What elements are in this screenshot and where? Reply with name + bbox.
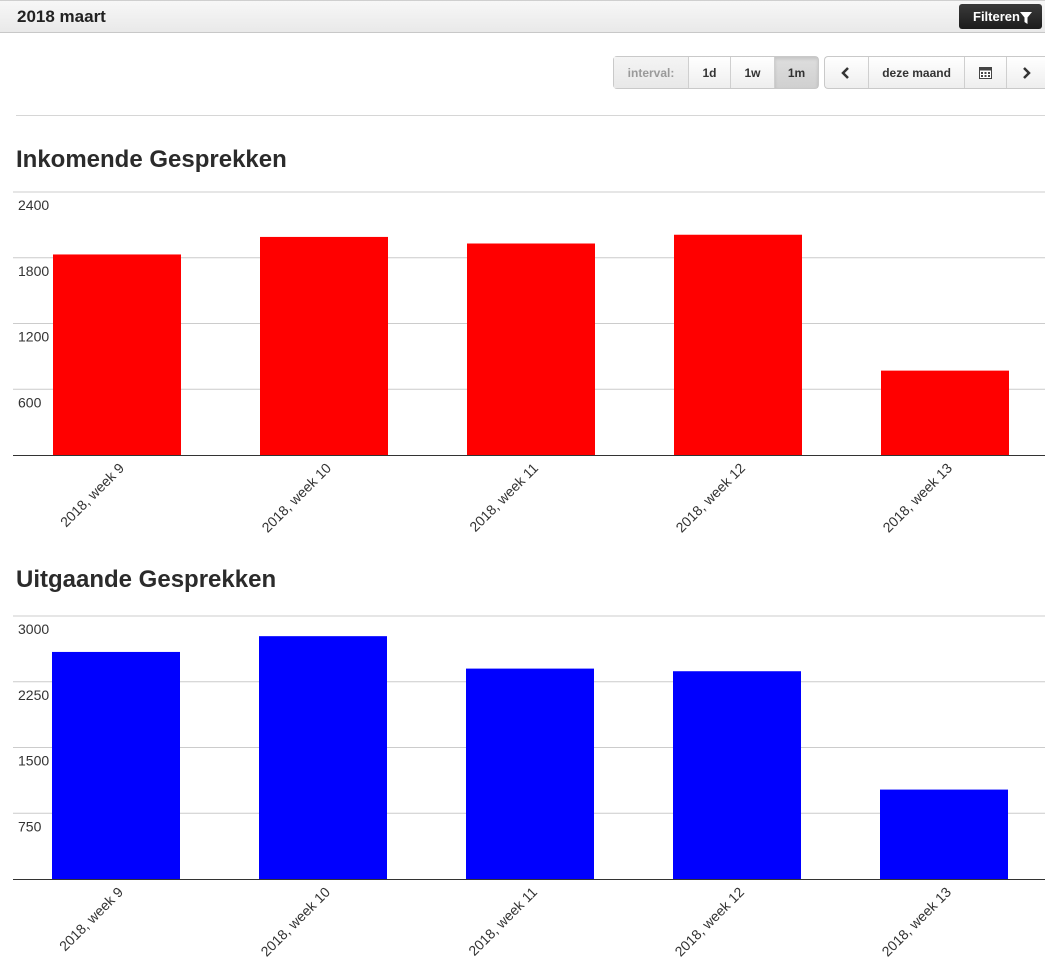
next-period-button[interactable] [1006, 57, 1045, 88]
y-tick-label: 1200 [18, 329, 49, 345]
interval-1m-button[interactable]: 1m [774, 57, 818, 88]
bar-incoming-1[interactable] [53, 254, 181, 455]
divider [16, 115, 1045, 116]
incoming-calls-chart: 600 1200 1800 2400 2018, week 9 2018, week 10… [13, 191, 1045, 536]
interval-selector: interval: 1d 1w 1m [613, 56, 819, 89]
y-tick-label: 600 [18, 394, 42, 410]
bar-outgoing-2[interactable] [259, 636, 387, 879]
y-tick-label: 3000 [18, 621, 49, 637]
bar-incoming-5[interactable] [881, 370, 1009, 455]
outgoing-calls-title: Uitgaande Gesprekken [16, 566, 277, 593]
page-title: 2018 maart [17, 7, 106, 26]
y-tick-label: 2250 [18, 687, 49, 703]
top-bar: 2018 maart Filteren [0, 0, 1045, 33]
y-tick-label: 1800 [18, 263, 49, 279]
current-period-button[interactable]: deze maand [867, 57, 965, 88]
incoming-calls-title: Inkomende Gesprekken [16, 146, 287, 173]
x-tick-label: 2018, week 11 [466, 460, 541, 535]
x-tick-label: 2018, week 10 [258, 460, 334, 536]
interval-1d-button[interactable]: 1d [688, 57, 730, 88]
calendar-icon [979, 67, 993, 79]
x-tick-label: 2018, week 13 [879, 460, 955, 536]
interval-label: interval: [614, 57, 688, 88]
interval-1w-button[interactable]: 1w [730, 57, 774, 88]
calendar-button[interactable] [964, 57, 1006, 88]
x-tick-label: 2018, week 9 [56, 884, 126, 954]
bar-incoming-2[interactable] [260, 236, 388, 455]
x-tick-label: 2018, week 13 [878, 884, 954, 960]
bar-outgoing-1[interactable] [52, 651, 180, 879]
bar-outgoing-3[interactable] [466, 668, 594, 879]
chevron-left-icon [841, 66, 850, 79]
bar-incoming-3[interactable] [467, 243, 595, 455]
filter-button-label: Filteren [973, 9, 1020, 24]
x-tick-label: 2018, week 10 [257, 884, 333, 960]
y-tick-label: 2400 [18, 197, 49, 213]
x-tick-label: 2018, week 12 [671, 884, 747, 960]
bar-outgoing-5[interactable] [880, 789, 1008, 879]
bar-outgoing-4[interactable] [673, 671, 801, 879]
filter-button[interactable]: Filteren [959, 4, 1042, 29]
chevron-right-icon [1023, 66, 1031, 79]
funnel-icon [1020, 12, 1032, 24]
x-tick-label: 2018, week 12 [672, 460, 748, 536]
outgoing-calls-chart: 750 1500 2250 3000 2018, week 9 2018, week 10… [13, 615, 1045, 960]
x-tick-label: 2018, week 11 [465, 884, 540, 959]
y-tick-label: 1500 [18, 753, 49, 769]
period-navigator: deze maand [824, 56, 1045, 89]
bar-incoming-4[interactable] [674, 234, 802, 455]
y-tick-label: 750 [18, 818, 42, 834]
previous-period-button[interactable] [825, 57, 868, 88]
x-tick-label: 2018, week 9 [57, 460, 127, 530]
